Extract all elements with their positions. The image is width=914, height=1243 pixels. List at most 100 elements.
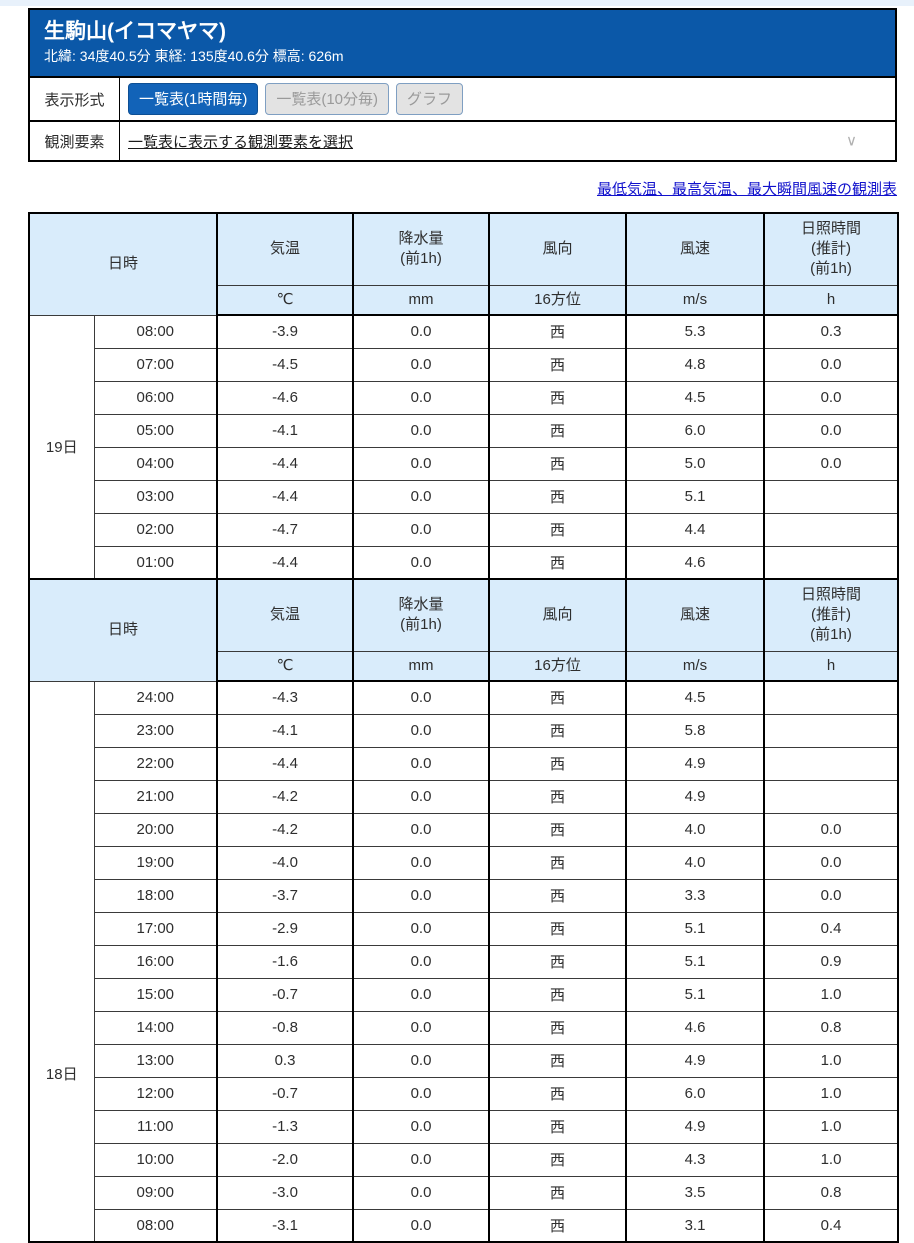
table-units-row: ℃ mm 16方位 m/s h xyxy=(29,650,899,682)
cell-time: 22:00 xyxy=(93,746,218,781)
table-row: 15:00 -0.7 0.0 西 5.1 1.0 xyxy=(29,977,899,1012)
day-label: 18日 xyxy=(45,1065,78,1083)
observation-elements-row: 観測要素 一覧表に表示する観測要素を選択 ∨ xyxy=(30,120,895,160)
cell-wind-direction: 西 xyxy=(488,1175,627,1210)
cell-time: 02:00 xyxy=(93,512,218,547)
cell-wind-speed: 5.1 xyxy=(625,479,765,514)
unit-precipitation: mm xyxy=(352,284,490,316)
cell-temperature: -4.3 xyxy=(216,680,354,715)
cell-temperature: -4.1 xyxy=(216,713,354,748)
extremes-table-link[interactable]: 最低気温、最高気温、最大瞬間風速の観測表 xyxy=(596,181,897,198)
cell-sunshine: 1.0 xyxy=(763,977,899,1012)
cell-precipitation: 0.0 xyxy=(352,380,490,415)
cell-wind-direction: 西 xyxy=(488,446,627,481)
cell-wind-speed: 5.1 xyxy=(625,977,765,1012)
table-header-row: 日時 気温 降水量 (前1h) 風向 風速 日照時間 (推計) (前1h) xyxy=(28,212,899,316)
unit-temperature: ℃ xyxy=(216,650,354,682)
observation-table-body: 日時 気温 降水量 (前1h) 風向 風速 日照時間 (推計) (前1h) ℃ mm 16方位 m… xyxy=(28,212,899,1243)
cell-precipitation: 0.0 xyxy=(352,1076,490,1111)
cell-precipitation: 0.0 xyxy=(352,713,490,748)
table-row: 04:00 -4.4 0.0 西 5.0 0.0 xyxy=(29,446,899,481)
display-format-row: 表示形式 一覧表(1時間毎) 一覧表(10分毎) グラフ xyxy=(30,76,895,120)
cell-sunshine: 0.8 xyxy=(763,1175,899,1210)
cell-wind-speed: 6.0 xyxy=(625,413,765,448)
cell-wind-speed: 5.8 xyxy=(625,713,765,748)
cell-precipitation: 0.0 xyxy=(352,1043,490,1078)
table-row: 01:00 -4.4 0.0 西 4.6 xyxy=(29,545,899,580)
elements-selector-link[interactable]: 一覧表に表示する観測要素を選択 xyxy=(128,133,354,151)
cell-wind-direction: 西 xyxy=(488,1076,627,1111)
cell-sunshine: 0.8 xyxy=(763,1010,899,1045)
table-row: 19日 08:00 -3.9 0.0 西 5.3 0.3 xyxy=(28,314,899,580)
cell-temperature: -3.0 xyxy=(216,1175,354,1210)
table-units-row: ℃ mm 16方位 m/s h xyxy=(29,284,899,316)
cell-wind-direction: 西 xyxy=(488,977,627,1012)
cell-time: 24:00 xyxy=(93,680,218,715)
unit-wind-direction: 16方位 xyxy=(488,284,627,316)
day-label: 19日 xyxy=(45,439,78,457)
cell-wind-speed: 4.3 xyxy=(625,1142,765,1177)
tab-graph[interactable]: グラフ xyxy=(396,83,464,115)
cell-time: 03:00 xyxy=(93,479,218,514)
header-temperature: 気温 xyxy=(216,212,354,286)
cell-temperature: -0.7 xyxy=(216,1076,354,1111)
cell-wind-speed: 5.1 xyxy=(625,944,765,979)
table-row: 09:00 -3.0 0.0 西 3.5 0.8 xyxy=(29,1175,899,1210)
chevron-down-icon[interactable]: ∨ xyxy=(846,132,857,150)
cell-sunshine xyxy=(763,713,899,748)
cell-time: 07:00 xyxy=(93,347,218,382)
cell-precipitation: 0.0 xyxy=(352,545,490,580)
header-temperature: 気温 xyxy=(216,578,354,652)
cell-wind-direction: 西 xyxy=(488,944,627,979)
cell-wind-direction: 西 xyxy=(488,1109,627,1144)
display-format-tabs: 一覧表(1時間毎) 一覧表(10分毎) グラフ xyxy=(120,78,895,120)
cell-precipitation: 0.0 xyxy=(352,413,490,448)
unit-temperature: ℃ xyxy=(216,284,354,316)
cell-precipitation: 0.0 xyxy=(352,812,490,847)
table-row: 13:00 0.3 0.0 西 4.9 1.0 xyxy=(29,1043,899,1078)
header-wind-direction: 風向 xyxy=(488,578,627,652)
cell-time: 17:00 xyxy=(93,911,218,946)
cell-time: 11:00 xyxy=(93,1109,218,1144)
cell-temperature: -4.4 xyxy=(216,446,354,481)
cell-sunshine xyxy=(763,779,899,814)
cell-temperature: -3.7 xyxy=(216,878,354,913)
display-format-label: 表示形式 xyxy=(30,78,120,120)
table-row: 23:00 -4.1 0.0 西 5.8 xyxy=(29,713,899,748)
table-row: 22:00 -4.4 0.0 西 4.9 xyxy=(29,746,899,781)
header-datetime: 日時 xyxy=(28,212,218,316)
cell-wind-direction: 西 xyxy=(488,680,627,715)
cell-time: 20:00 xyxy=(93,812,218,847)
table-header-row: 日時 気温 降水量 (前1h) 風向 風速 日照時間 (推計) (前1h) xyxy=(28,578,899,682)
tab-hourly-table[interactable]: 一覧表(1時間毎) xyxy=(128,83,259,115)
header-precipitation: 降水量 (前1h) xyxy=(352,212,490,286)
cell-precipitation: 0.0 xyxy=(352,479,490,514)
unit-wind-direction: 16方位 xyxy=(488,650,627,682)
cell-time: 21:00 xyxy=(93,779,218,814)
table-row: 19:00 -4.0 0.0 西 4.0 0.0 xyxy=(29,845,899,880)
tab-10min-table[interactable]: 一覧表(10分毎) xyxy=(265,83,390,115)
cell-precipitation: 0.0 xyxy=(352,746,490,781)
cell-temperature: -2.0 xyxy=(216,1142,354,1177)
table-row: 21:00 -4.2 0.0 西 4.9 xyxy=(29,779,899,814)
cell-wind-speed: 4.6 xyxy=(625,1010,765,1045)
cell-precipitation: 0.0 xyxy=(352,1175,490,1210)
cell-precipitation: 0.0 xyxy=(352,347,490,382)
table-row: 08:00 -3.1 0.0 西 3.1 0.4 xyxy=(29,1208,899,1243)
cell-precipitation: 0.0 xyxy=(352,314,490,349)
cell-wind-direction: 西 xyxy=(488,413,627,448)
cell-temperature: -4.5 xyxy=(216,347,354,382)
unit-sunshine: h xyxy=(763,284,899,316)
cell-temperature: 0.3 xyxy=(216,1043,354,1078)
cell-wind-direction: 西 xyxy=(488,812,627,847)
header-wind-speed: 風速 xyxy=(625,212,765,286)
header-wind-direction: 風向 xyxy=(488,212,627,286)
cell-day: 19日 xyxy=(28,314,95,580)
unit-wind-speed: m/s xyxy=(625,284,765,316)
cell-precipitation: 0.0 xyxy=(352,779,490,814)
cell-sunshine: 1.0 xyxy=(763,1109,899,1144)
observation-elements-label: 観測要素 xyxy=(30,122,120,160)
table-row: 12:00 -0.7 0.0 西 6.0 1.0 xyxy=(29,1076,899,1111)
cell-wind-direction: 西 xyxy=(488,479,627,514)
